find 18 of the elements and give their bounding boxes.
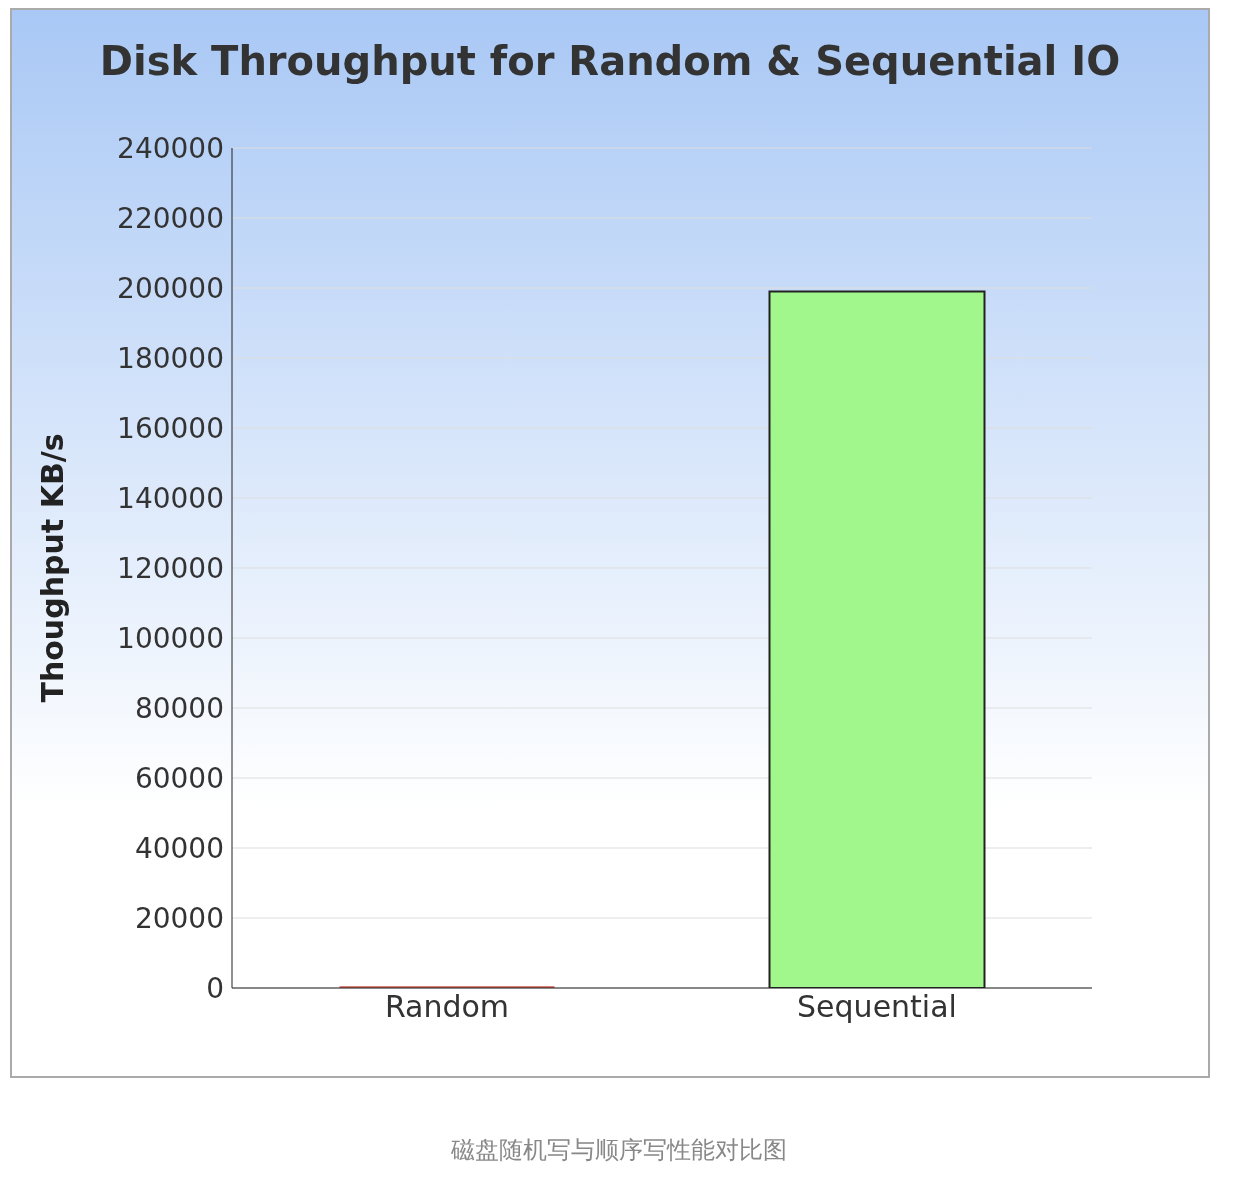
y-tick-label: 160000 [117, 411, 224, 445]
y-tick-label: 100000 [117, 621, 224, 655]
y-tick-label: 220000 [117, 201, 224, 235]
x-tick-label: Random [384, 989, 510, 1025]
x-tick-label: Sequential [797, 989, 957, 1025]
y-tick-label: 0 [206, 971, 224, 1005]
y-tick-label: 80000 [134, 691, 224, 725]
y-tick-label: 20000 [134, 901, 224, 935]
chart-title: Disk Throughput for Random & Sequential IO [98, 37, 1122, 86]
y-tick-label: 120000 [117, 551, 224, 585]
y-tick-label: 60000 [134, 761, 224, 795]
y-tick-label: 240000 [117, 131, 224, 165]
text: 磁盘随机写与顺序写性能对比图 [450, 1135, 788, 1166]
y-tick-label: 180000 [117, 341, 224, 375]
y-axis-title: Thoughput KB/s [34, 433, 70, 703]
y-tick-label: 40000 [134, 831, 224, 865]
y-tick-label: 140000 [117, 481, 224, 515]
y-tick-label: 200000 [117, 271, 224, 305]
